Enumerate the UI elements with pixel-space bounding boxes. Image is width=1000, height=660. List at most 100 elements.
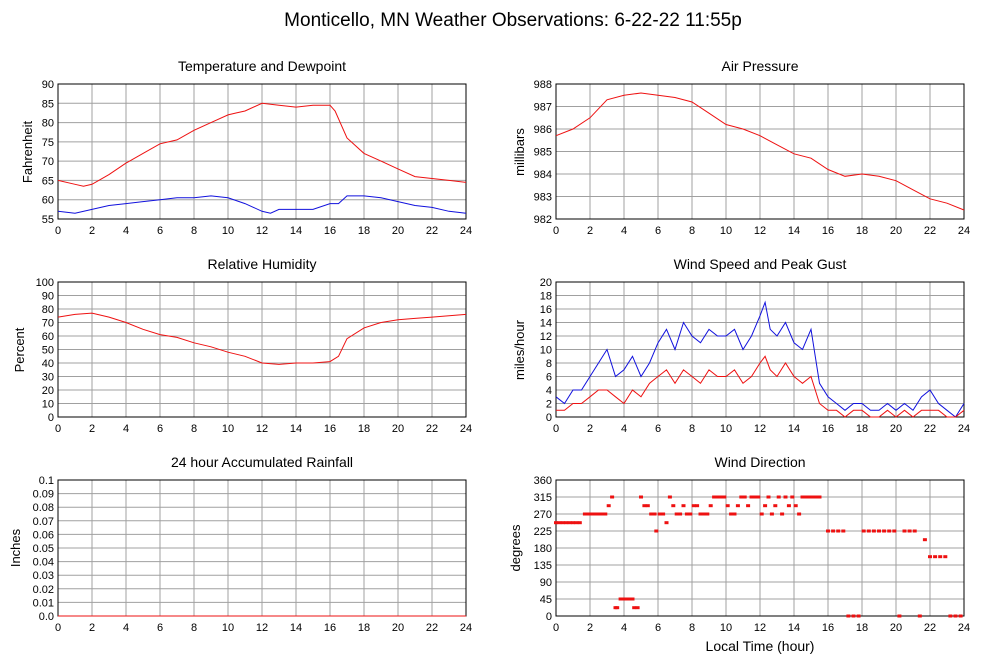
x-tick-label: 4 [621,423,627,435]
data-point [708,504,713,508]
x-tick-label: 0 [553,225,559,237]
x-tick-label: 6 [157,225,163,237]
y-axis-label: degrees [508,524,523,571]
x-tick-label: 14 [290,225,302,237]
x-tick-label: 12 [754,423,766,435]
data-point [793,504,798,508]
x-tick-label: 8 [191,225,197,237]
y-tick-label: 100 [36,277,54,289]
data-point [807,495,812,499]
plot-frame [555,281,965,418]
data-point [902,529,907,533]
x-tick-label: 12 [256,622,268,634]
data-point [610,495,615,499]
x-axis-label: Local Time (hour) [706,638,815,654]
data-point [831,529,836,533]
data-point [780,512,785,516]
y-tick-label: 80 [42,304,54,316]
data-point [958,614,963,618]
x-tick-label: 22 [426,622,438,634]
data-point [645,504,650,508]
data-point [606,504,611,508]
y-tick-label: 987 [534,102,552,114]
plot-area: 0 2 4 6 8 10 12 14 16 18 20 22 249829839849859869879… [534,79,970,237]
data-point [790,495,795,499]
data-point [639,495,643,499]
x-tick-label: 16 [822,423,834,435]
x-tick-label: 10 [222,622,234,634]
data-point [735,504,740,508]
data-point [574,521,579,525]
data-point [678,512,683,516]
data-point [691,504,696,508]
x-tick-label: 24 [460,225,472,237]
data-point [938,555,943,559]
chart-air-pressure: Air Pressure millibars 0 2 4 6 8 10 12 14 16 18 20… [512,58,970,237]
x-tick-label: 24 [958,423,970,435]
x-tick-label: 20 [392,225,404,237]
data-point [712,495,717,499]
plot-area: 0 2 4 6 8 10 12 14 16 18 20 22 240459013518022527031… [534,475,970,634]
x-tick-label: 6 [655,622,661,634]
series-line-blue [555,300,965,418]
y-tick-label: 0.0 [39,611,54,623]
y-tick-label: 50 [42,345,54,357]
data-point [729,512,734,516]
data-point [752,495,757,499]
x-tick-label: 24 [460,423,472,435]
data-point [630,597,635,601]
x-tick-label: 18 [856,225,868,237]
data-point [773,504,778,508]
x-tick-label: 20 [890,622,902,634]
y-axis-label: Percent [12,327,27,372]
y-tick-label: 225 [534,526,552,538]
x-tick-label: 8 [689,225,695,237]
y-tick-label: 270 [534,509,552,521]
data-point [892,529,897,533]
x-tick-label: 2 [587,423,593,435]
y-tick-label: 10 [42,399,54,411]
y-tick-label: 986 [534,124,552,136]
x-tick-label: 22 [426,225,438,237]
data-point [603,512,608,516]
y-tick-label: 0 [546,611,552,623]
x-tick-label: 4 [123,423,129,435]
x-tick-label: 10 [720,225,732,237]
data-point [897,614,902,618]
data-point [671,504,676,508]
data-point [749,495,754,499]
chart-title: Wind Speed and Peak Gust [674,256,847,272]
x-tick-label: 18 [856,423,868,435]
y-tick-label: 0.04 [33,557,54,569]
y-tick-label: 8 [546,358,552,370]
data-point [826,529,830,533]
x-tick-label: 14 [788,423,800,435]
data-point [725,504,730,508]
data-point [722,495,727,499]
x-tick-label: 16 [324,423,336,435]
data-point [800,495,805,499]
data-point [554,521,558,525]
data-point [664,521,669,525]
x-tick-label: 14 [788,622,800,634]
x-tick-label: 18 [358,423,370,435]
y-tick-label: 0.06 [33,529,54,541]
y-tick-label: 60 [42,331,54,343]
data-point [769,512,774,516]
data-point [661,512,666,516]
data-point [882,529,887,533]
x-tick-label: 2 [89,423,95,435]
x-tick-label: 10 [222,225,234,237]
x-tick-label: 12 [754,622,766,634]
data-point [742,495,747,499]
x-tick-label: 12 [256,225,268,237]
data-point [803,495,808,499]
chart-humidity: Relative Humidity Percent 0 2 4 6 8 10 12 14 16 1… [12,256,472,435]
y-tick-label: 20 [540,277,552,289]
x-tick-label: 16 [324,225,336,237]
data-point [810,495,815,499]
y-tick-label: 2 [546,399,552,411]
